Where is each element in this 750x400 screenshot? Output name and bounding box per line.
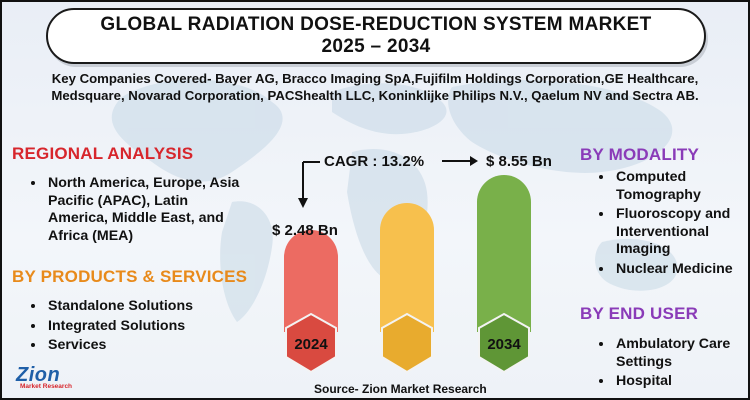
logo-tagline: Market Research: [20, 383, 73, 390]
modality-item: Computed Tomography: [614, 169, 748, 204]
modality-item: Fluoroscopy and Interventional Imaging: [614, 206, 748, 259]
products-item: Integrated Solutions: [46, 318, 256, 336]
logo-wordmark: Zion: [16, 364, 61, 386]
hexagon-middle: [381, 312, 433, 374]
regional-list: North America, Europe, Asia Pacific (APA…: [30, 175, 246, 247]
modality-heading: BY MODALITY: [580, 145, 700, 164]
bar-middle: [380, 203, 434, 332]
regional-analysis-heading: REGIONAL ANALYSIS: [12, 144, 194, 163]
products-services-heading: BY PRODUCTS & SERVICES: [12, 267, 248, 286]
title-banner: GLOBAL RADIATION DOSE-REDUCTION SYSTEM M…: [46, 8, 706, 64]
products-list: Standalone Solutions Integrated Solution…: [30, 298, 256, 357]
value-start: $ 2.48 Bn: [272, 222, 338, 239]
end-user-heading: BY END USER: [580, 304, 699, 323]
regional-item: North America, Europe, Asia Pacific (APA…: [46, 175, 246, 245]
year-start-label: 2024: [294, 336, 328, 353]
key-companies: Key Companies Covered- Bayer AG, Bracco …: [22, 70, 728, 104]
cagr-arrowhead-down: [298, 198, 308, 208]
bar-2024: [284, 230, 338, 332]
bar-2034: [477, 175, 531, 332]
hexagon-2024: [285, 312, 337, 374]
cagr-arrowhead-right: [470, 156, 478, 166]
title-line-1: GLOBAL RADIATION DOSE-REDUCTION SYSTEM M…: [100, 14, 652, 35]
title-line-2: 2025 – 2034: [321, 36, 431, 57]
end-user-item: Ambulatory Care Settings: [614, 336, 748, 371]
key-companies-line-1: Key Companies Covered- Bayer AG, Bracco …: [51, 71, 699, 86]
end-user-item: Hospital: [614, 373, 748, 391]
value-end: $ 8.55 Bn: [486, 153, 552, 170]
modality-item: Nuclear Medicine: [614, 261, 748, 279]
modality-list: Computed Tomography Fluoroscopy and Inte…: [598, 169, 748, 280]
hexagon-2034: [478, 312, 530, 374]
zion-logo: Zion Market Research: [10, 364, 73, 394]
end-user-list: Ambulatory Care Settings Hospital: [598, 336, 748, 393]
year-end-label: 2034: [487, 336, 521, 353]
products-item: Standalone Solutions: [46, 298, 256, 316]
products-item: Services: [46, 337, 256, 355]
key-companies-line-2: Medsquare, Novarad Corporation, PACSheal…: [51, 88, 699, 103]
cagr-label: CAGR : 13.2%: [324, 153, 425, 170]
source-note: Source- Zion Market Research: [314, 382, 487, 396]
